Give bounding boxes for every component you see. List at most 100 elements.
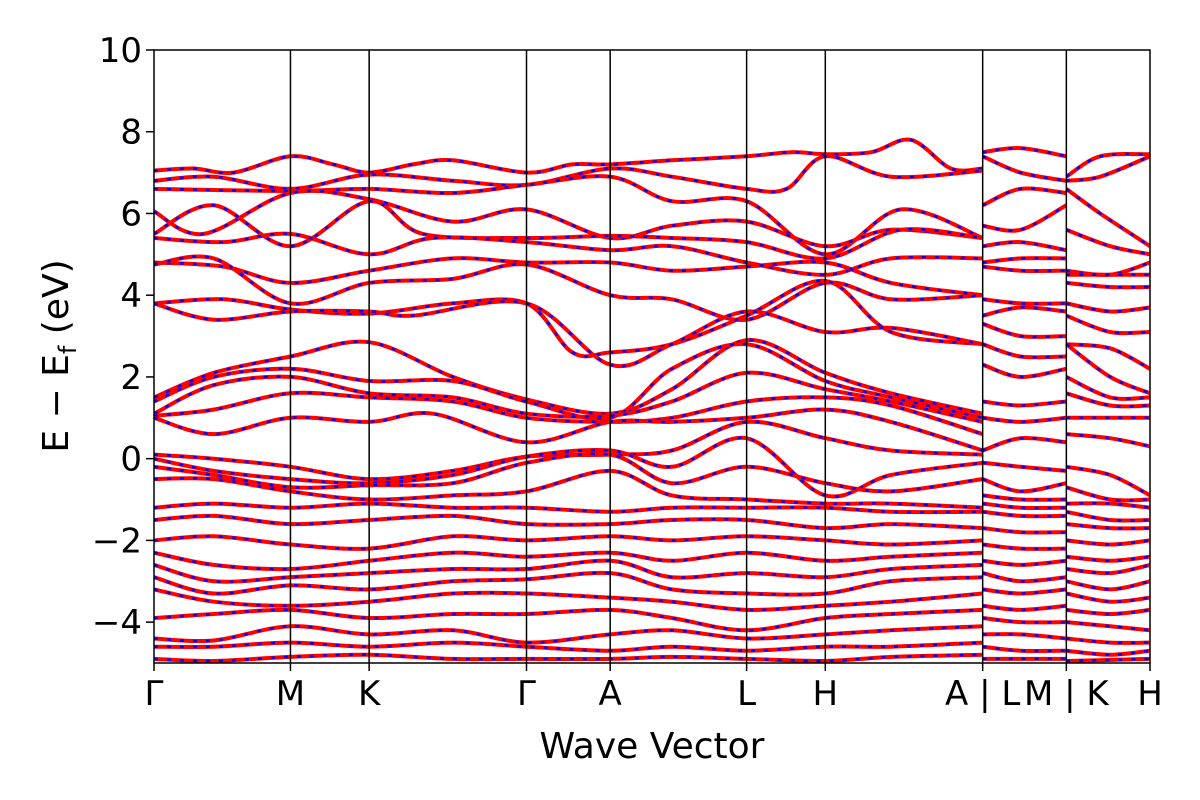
band-line-spin-up bbox=[1065, 509, 1150, 523]
band-line-spin-down bbox=[154, 551, 983, 571]
band-line-spin-up bbox=[1065, 301, 1150, 314]
band-line-spin-up bbox=[982, 616, 1067, 625]
band-line-spin-up bbox=[1066, 432, 1150, 449]
band-line-spin-up bbox=[982, 509, 1067, 519]
band-line-spin-up bbox=[1065, 313, 1150, 336]
band-line-spin-up bbox=[982, 587, 1067, 596]
band-line-spin-up bbox=[1066, 562, 1150, 576]
band-line-spin-up bbox=[982, 415, 1067, 424]
band-line-spin-up bbox=[1066, 538, 1150, 547]
y-tick-label: −2 bbox=[92, 521, 142, 561]
band-line-spin-up bbox=[982, 203, 1068, 233]
band-line-spin-down bbox=[1066, 342, 1150, 370]
x-tick-label: M bbox=[276, 674, 305, 714]
band-line-spin-down bbox=[154, 279, 983, 358]
x-tick-label: A bbox=[599, 674, 622, 714]
x-tick-label: Γ bbox=[145, 674, 164, 714]
x-tick-label: Γ bbox=[517, 674, 536, 714]
x-tick-label: H bbox=[813, 674, 839, 714]
band-line-spin-up bbox=[982, 342, 1067, 360]
band-line-spin-down bbox=[982, 436, 1067, 452]
y-axis-label-subscript: f bbox=[54, 345, 82, 354]
band-line-spin-up bbox=[981, 186, 1067, 208]
x-tick-label: K bbox=[358, 674, 382, 714]
band-line-spin-down bbox=[154, 469, 983, 509]
band-line-spin-up bbox=[154, 513, 983, 531]
band-line-spin-down bbox=[1066, 657, 1150, 663]
band-line-spin-up bbox=[982, 603, 1067, 612]
band-lines bbox=[154, 137, 1150, 663]
high-symmetry-lines bbox=[289, 50, 1068, 663]
band-line-spin-down bbox=[154, 588, 983, 612]
band-line-spin-down bbox=[982, 363, 1067, 379]
band-line-spin-down bbox=[1066, 465, 1150, 497]
band-line-spin-down bbox=[982, 322, 1067, 339]
band-line-spin-up bbox=[1066, 648, 1150, 657]
y-tick-label: 4 bbox=[120, 276, 142, 316]
y-tick-label: 10 bbox=[99, 31, 142, 71]
band-line-spin-down bbox=[982, 155, 1067, 183]
band-line-spin-up bbox=[982, 644, 1067, 654]
band-line-spin-up bbox=[982, 297, 1067, 306]
band-line-spin-up bbox=[154, 451, 983, 494]
band-line-spin-up bbox=[982, 501, 1067, 511]
band-line-spin-up bbox=[982, 321, 1067, 339]
band-line-spin-up bbox=[1065, 485, 1150, 503]
x-tick-label: M | K bbox=[1024, 674, 1110, 714]
band-line-spin-up bbox=[982, 256, 1067, 265]
band-line-spin-up bbox=[1066, 554, 1150, 563]
x-tick-label: H bbox=[1137, 674, 1163, 714]
band-line-spin-down bbox=[154, 199, 983, 260]
band-line-spin-up bbox=[1066, 620, 1150, 633]
band-line-spin-up bbox=[154, 299, 984, 369]
band-line-spin-up bbox=[154, 278, 983, 359]
band-line-spin-down bbox=[1065, 375, 1150, 401]
band-line-spin-up bbox=[982, 493, 1067, 502]
y-axis-ticks: −4 −2 0 2 4 6 8 10 bbox=[92, 31, 154, 643]
band-line-spin-up bbox=[982, 264, 1067, 274]
x-tick-label: L bbox=[737, 674, 756, 714]
band-line-spin-down bbox=[154, 624, 983, 644]
band-line-spin-up bbox=[1065, 342, 1150, 396]
band-line-spin-down bbox=[1065, 152, 1150, 178]
band-line-spin-down bbox=[154, 232, 983, 277]
band-line-spin-up bbox=[982, 571, 1067, 584]
band-line-spin-up bbox=[1066, 501, 1150, 510]
band-line-spin-up bbox=[982, 240, 1067, 253]
x-tick-label: A | L bbox=[945, 674, 1020, 714]
y-tick-label: 2 bbox=[120, 358, 142, 398]
x-axis-label: Wave Vector bbox=[540, 726, 765, 767]
band-line-spin-down bbox=[154, 420, 983, 481]
band-line-spin-up bbox=[982, 526, 1067, 535]
band-line-spin-up bbox=[982, 305, 1067, 318]
band-line-spin-down bbox=[154, 189, 983, 248]
y-axis-label-main: E − E bbox=[36, 354, 77, 453]
band-line-spin-up bbox=[154, 587, 983, 612]
band-line-spin-up bbox=[1065, 579, 1150, 592]
band-line-spin-down bbox=[982, 477, 1067, 493]
band-line-spin-down bbox=[154, 534, 983, 551]
band-line-spin-up bbox=[982, 460, 1067, 473]
y-axis-label-tail: (eV) bbox=[36, 259, 77, 345]
band-line-spin-down bbox=[154, 391, 984, 436]
band-line-spin-up bbox=[1066, 636, 1150, 645]
band-line-spin-down bbox=[1065, 343, 1150, 395]
band-line-spin-up bbox=[982, 558, 1067, 567]
band-line-spin-down bbox=[982, 204, 1067, 232]
y-tick-label: 8 bbox=[120, 113, 142, 153]
band-line-spin-up bbox=[1065, 591, 1150, 604]
band-line-spin-up bbox=[1066, 607, 1150, 617]
band-line-spin-up bbox=[981, 154, 1067, 183]
band-line-spin-up bbox=[1066, 280, 1150, 290]
y-axis-label: E − Ef (eV) bbox=[36, 259, 82, 452]
band-line-spin-up bbox=[982, 399, 1067, 408]
y-tick-label: −4 bbox=[92, 603, 142, 643]
band-line-spin-up bbox=[982, 542, 1067, 551]
band-line-spin-up bbox=[154, 199, 983, 261]
band-line-spin-up bbox=[154, 256, 983, 298]
plot-frame bbox=[153, 49, 1151, 664]
band-line-spin-up bbox=[1065, 391, 1150, 409]
band-line-spin-down bbox=[154, 514, 983, 530]
